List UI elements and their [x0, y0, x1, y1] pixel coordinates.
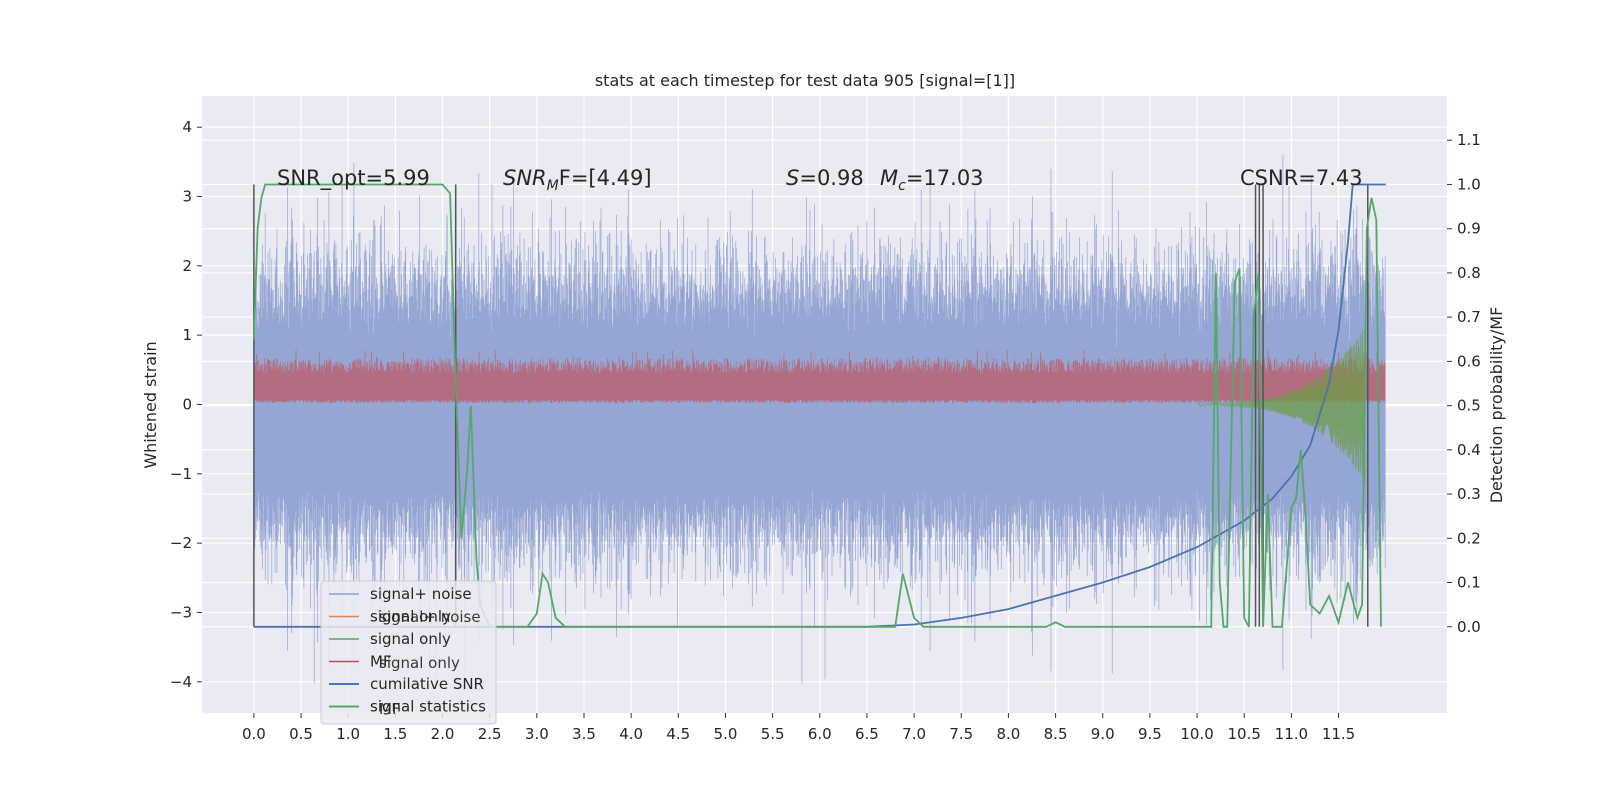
- annotations: SNR_opt=5.99 SNRMF=[4.49] S=0.98 Mc=17.0…: [277, 166, 1363, 194]
- annotation-snr-mf-symbol: SNR: [503, 166, 547, 190]
- y2-axis-ticks: 1.1 1.0 0.9 0.8 0.7 0.6 0.5 0.4 0.3 0.2 0.1 0.0: [1447, 131, 1481, 636]
- series-cumulative-snr: [253, 183, 1386, 628]
- x-tick-label: 5.5: [761, 725, 785, 743]
- x-tick-label: 7.0: [902, 725, 926, 743]
- legend-box: [320, 580, 497, 725]
- x-tick-label: 0.5: [289, 725, 313, 743]
- cumulative-snr-line: [253, 183, 1386, 628]
- y-tick-label: 3: [182, 188, 192, 206]
- y2-tick-label: 0.6: [1457, 352, 1481, 370]
- legend-label: MF: [370, 653, 392, 671]
- legend-label: signal statistics: [370, 698, 486, 716]
- legend-ghost-label: signal+ noise: [379, 608, 481, 626]
- y2-tick-label: 0.4: [1457, 441, 1481, 459]
- y-axis-ticks: 4 3 2 1 0 −1 −2 −3 −4: [170, 118, 202, 691]
- annotation-snr-mf-subscript: M: [547, 178, 559, 194]
- x-tick-label: 6.0: [808, 725, 832, 743]
- signal-statistics-line: [253, 183, 1382, 628]
- x-tick-label: 5.0: [714, 725, 738, 743]
- y-tick-label: −3: [170, 603, 192, 621]
- y-tick-label: 2: [182, 257, 192, 275]
- y2-tick-label: 0.2: [1457, 529, 1481, 547]
- annotation-s-value: =0.98: [799, 166, 863, 190]
- x-tick-label: 7.5: [949, 725, 973, 743]
- x-tick-label: 10.5: [1228, 725, 1261, 743]
- y2-tick-label: 0.9: [1457, 220, 1481, 238]
- y2-tick-label: 0.3: [1457, 485, 1481, 503]
- signal-only-trace: [1196, 330, 1366, 483]
- y2-tick-label: 1.0: [1457, 175, 1481, 193]
- legend-label: cumilative SNR: [370, 675, 484, 693]
- x-tick-label: 0.0: [242, 725, 266, 743]
- y-tick-label: 4: [182, 118, 192, 136]
- annotation-mc: Mc=17.03: [880, 166, 984, 194]
- y2-tick-label: 0.8: [1457, 264, 1481, 282]
- x-tick-label: 8.0: [996, 725, 1020, 743]
- annotation-snr-mf-value: F=[4.49]: [559, 166, 652, 190]
- x-tick-label: 4.0: [619, 725, 643, 743]
- x-tick-label: 1.5: [383, 725, 407, 743]
- annotation-s: S=0.98: [786, 166, 864, 190]
- annotation-mc-subscript: c: [898, 178, 906, 194]
- y-tick-label: 1: [182, 326, 192, 344]
- y-axis-label: Whitened strain: [141, 341, 160, 468]
- annotation-s-symbol: S: [786, 166, 799, 190]
- y-tick-label: −2: [170, 534, 192, 552]
- x-tick-label: 8.5: [1044, 725, 1068, 743]
- annotation-mc-value: =17.03: [906, 166, 984, 190]
- y2-tick-label: 1.1: [1457, 131, 1481, 149]
- x-tick-label: 1.0: [336, 725, 360, 743]
- legend-label: signal only: [370, 630, 451, 648]
- x-tick-label: 10.0: [1180, 725, 1213, 743]
- annotation-mc-symbol: M: [880, 166, 898, 190]
- annotation-snr-opt: SNR_opt=5.99: [277, 166, 430, 191]
- x-tick-label: 11.5: [1322, 725, 1355, 743]
- legend-ghost-label: signal only: [379, 654, 460, 672]
- x-tick-label: 11.0: [1275, 725, 1308, 743]
- y2-axis-label: Detection probability/MF: [1487, 307, 1506, 504]
- x-tick-label: 4.5: [666, 725, 690, 743]
- annotation-csnr: CSNR=7.43: [1240, 166, 1363, 190]
- y2-tick-label: 0.5: [1457, 397, 1481, 415]
- legend-label: signal+ noise: [370, 585, 472, 603]
- x-tick-label: 2.5: [478, 725, 502, 743]
- chart-title: stats at each timestep for test data 905…: [595, 71, 1015, 90]
- legend-ghost-label: MF: [379, 700, 401, 718]
- x-axis-ticks: 0.0 0.5 1.0 1.5 2.0 2.5 3.0 3.5 4.0 4.5 5.0 5.5 6.0 6…: [242, 713, 1355, 743]
- series-signal-statistics: [253, 183, 1382, 628]
- y2-tick-label: 0.0: [1457, 618, 1481, 636]
- y-tick-label: 0: [182, 396, 192, 414]
- x-tick-label: 9.0: [1091, 725, 1115, 743]
- y-tick-label: −4: [170, 673, 192, 691]
- x-tick-label: 6.5: [855, 725, 879, 743]
- x-tick-label: 3.0: [525, 725, 549, 743]
- y2-tick-label: 0.7: [1457, 308, 1481, 326]
- annotation-snr-mf: SNRMF=[4.49]: [503, 166, 652, 194]
- y-tick-label: −1: [170, 465, 192, 483]
- legend-label: signal only: [370, 608, 451, 626]
- x-tick-label: 9.5: [1138, 725, 1162, 743]
- x-tick-label: 3.5: [572, 725, 596, 743]
- x-tick-label: 2.0: [431, 725, 455, 743]
- y2-tick-label: 0.1: [1457, 574, 1481, 592]
- series-signal-only: [1196, 330, 1366, 483]
